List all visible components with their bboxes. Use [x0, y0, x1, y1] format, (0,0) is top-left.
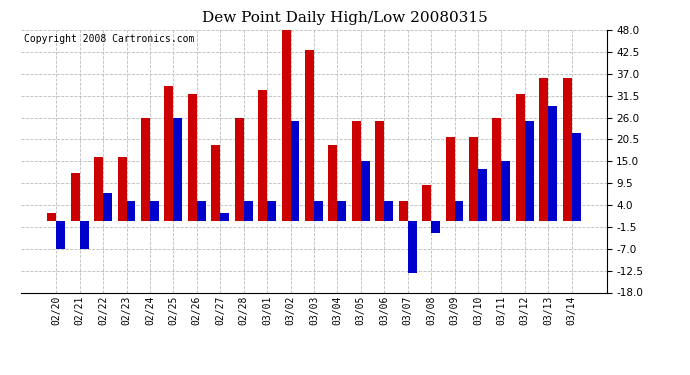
Bar — [455, 201, 464, 221]
Bar — [305, 50, 314, 221]
Bar — [361, 161, 370, 221]
Bar — [563, 78, 571, 221]
Bar — [164, 86, 173, 221]
Bar — [188, 94, 197, 221]
Bar — [540, 78, 549, 221]
Bar — [571, 134, 580, 221]
Bar — [408, 221, 417, 273]
Bar — [469, 137, 478, 221]
Bar — [328, 146, 337, 221]
Bar — [71, 173, 79, 221]
Bar — [220, 213, 229, 221]
Bar — [126, 201, 135, 221]
Bar — [516, 94, 525, 221]
Bar — [431, 221, 440, 233]
Bar — [117, 157, 126, 221]
Bar — [197, 201, 206, 221]
Bar — [235, 117, 244, 221]
Bar — [267, 201, 276, 221]
Bar — [141, 117, 150, 221]
Text: Dew Point Daily High/Low 20080315: Dew Point Daily High/Low 20080315 — [202, 11, 488, 25]
Bar — [337, 201, 346, 221]
Text: Copyright 2008 Cartronics.com: Copyright 2008 Cartronics.com — [23, 34, 194, 44]
Bar — [150, 201, 159, 221]
Bar — [79, 221, 88, 249]
Bar — [399, 201, 408, 221]
Bar — [173, 117, 182, 221]
Bar — [103, 193, 112, 221]
Bar — [244, 201, 253, 221]
Bar — [282, 30, 290, 221]
Bar — [549, 106, 557, 221]
Bar — [525, 122, 533, 221]
Bar — [95, 157, 103, 221]
Bar — [48, 213, 57, 221]
Bar — [258, 90, 267, 221]
Bar — [352, 122, 361, 221]
Bar — [211, 146, 220, 221]
Bar — [446, 137, 455, 221]
Bar — [502, 161, 511, 221]
Bar — [290, 122, 299, 221]
Bar — [422, 185, 431, 221]
Bar — [384, 201, 393, 221]
Bar — [478, 169, 487, 221]
Bar — [57, 221, 65, 249]
Bar — [314, 201, 323, 221]
Bar — [493, 117, 502, 221]
Bar — [375, 122, 384, 221]
